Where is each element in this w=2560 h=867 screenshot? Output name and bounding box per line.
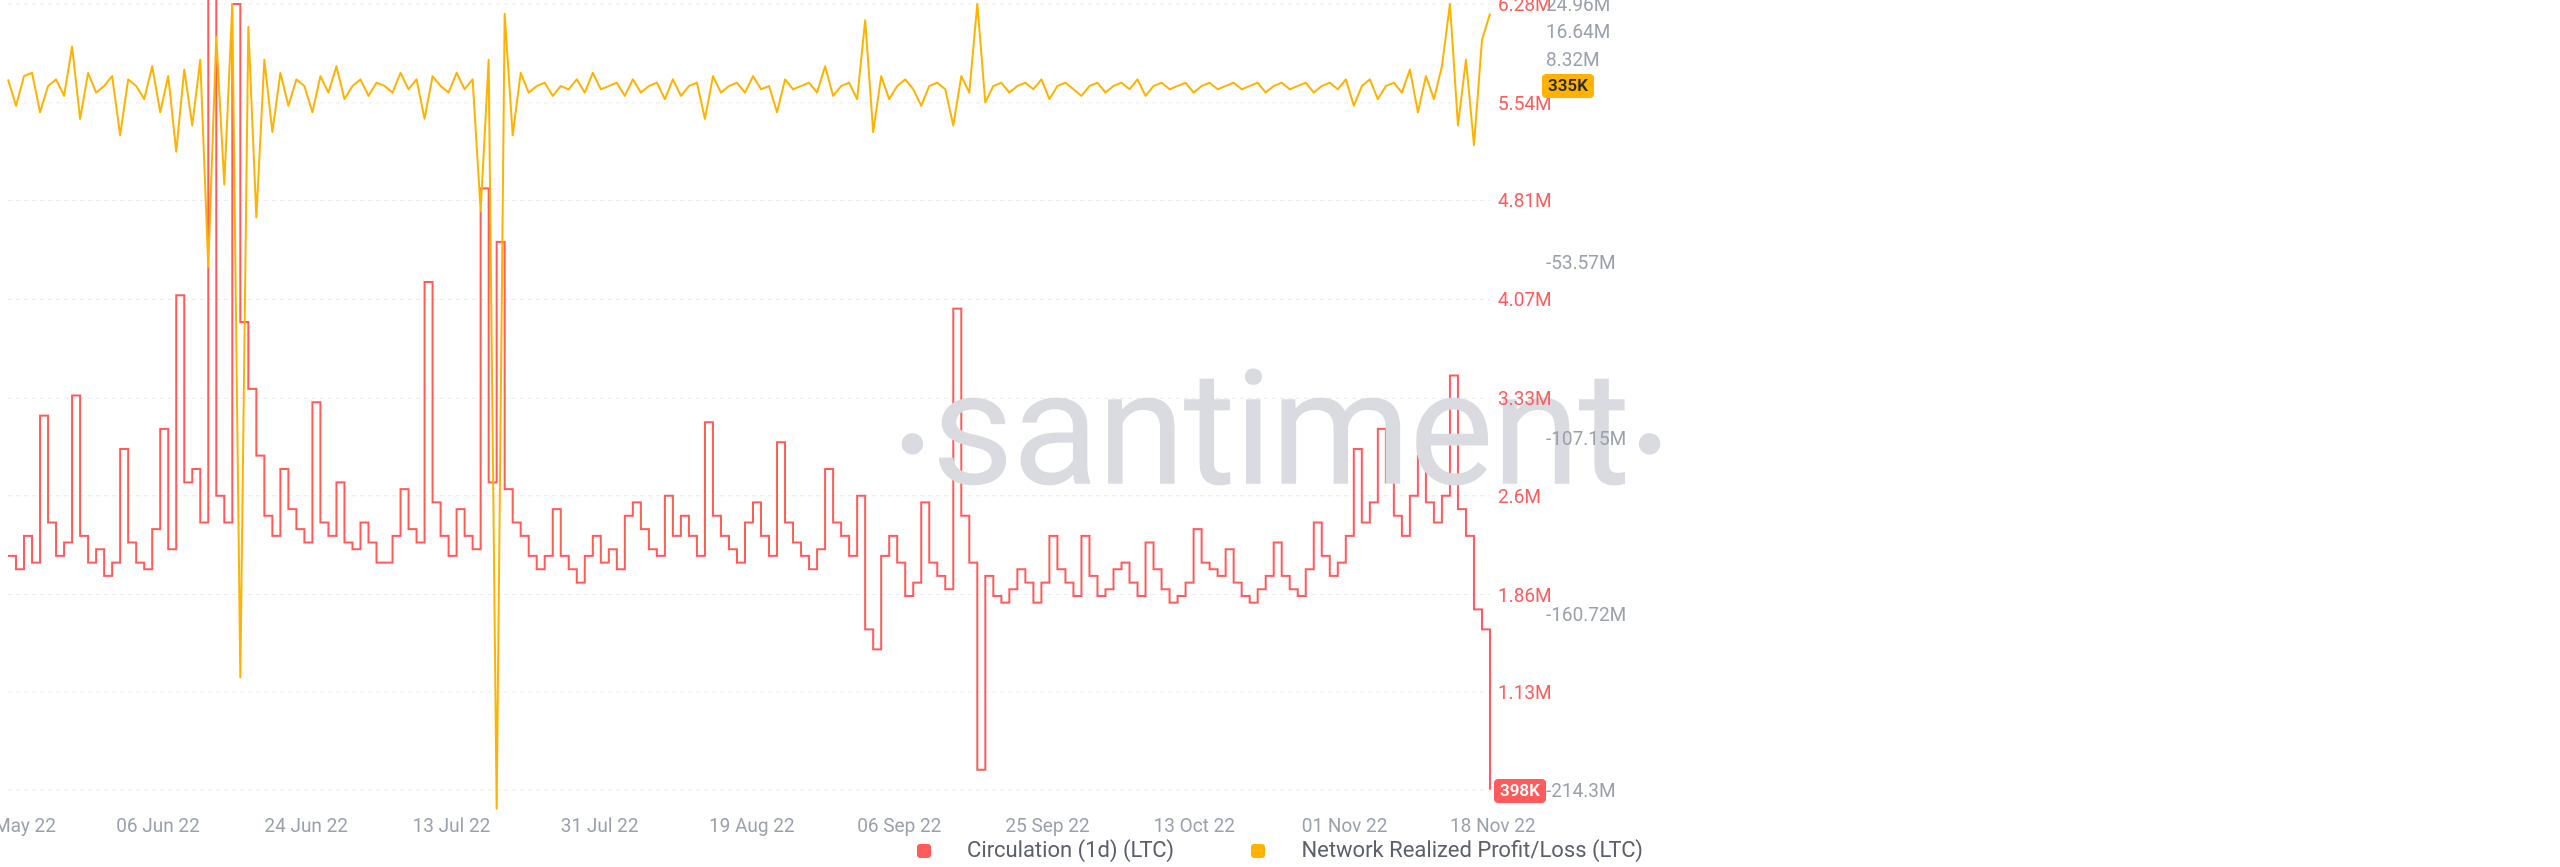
axis-tick-label: 24 Jun 22 (264, 814, 348, 837)
legend-swatch-1 (917, 844, 931, 858)
axis-tick-label: 6.28M (1498, 0, 1552, 16)
axis-tick-label: 06 Jun 22 (116, 814, 200, 837)
chart-svg (0, 0, 2560, 867)
legend-item-2: Network Realized Profit/Loss (LTC) (1233, 838, 1661, 863)
axis-tick-label: 18 Nov 22 (1450, 814, 1536, 837)
legend-label-1: Circulation (1d) (LTC) (967, 838, 1174, 863)
axis-tick-label: 06 Sep 22 (857, 814, 941, 837)
axis-tick-label: -53.57M (1546, 251, 1616, 274)
legend-label-2: Network Realized Profit/Loss (LTC) (1301, 838, 1643, 863)
axis-tick-label: 13 Jul 22 (413, 814, 491, 837)
axis-tick-label: -160.72M (1546, 603, 1626, 626)
axis-tick-label: 8.32M (1546, 48, 1600, 71)
axis-tick-label: 31 Jul 22 (561, 814, 639, 837)
axis-tick-label: 4.07M (1498, 288, 1552, 311)
axis-tick-label: 24.96M (1546, 0, 1610, 16)
axis-tick-label: 13 Oct 22 (1154, 814, 1235, 837)
axis-tick-label: 1.13M (1498, 681, 1552, 704)
axis-tick-label: 4.81M (1498, 189, 1552, 212)
legend-item-1: Circulation (1d) (LTC) (899, 838, 1197, 863)
axis-tick-label: 3.33M (1498, 387, 1552, 410)
chart-container: ●santiment● 18 May 2206 Jun 2224 Jun 221… (0, 0, 2560, 867)
axis-tick-label: -214.3M (1546, 779, 1616, 802)
axis-tick-label: 18 May 22 (0, 814, 56, 837)
axis-current-badge: 398K (1494, 779, 1546, 803)
axis-tick-label: 16.64M (1546, 20, 1610, 43)
legend-swatch-2 (1251, 844, 1265, 858)
axis-tick-label: -107.15M (1546, 427, 1626, 450)
axis-tick-label: 1.86M (1498, 584, 1552, 607)
axis-tick-label: 19 Aug 22 (709, 814, 795, 837)
chart-legend: Circulation (1d) (LTC) Network Realized … (0, 838, 2560, 863)
axis-tick-label: 25 Sep 22 (1005, 814, 1089, 837)
axis-tick-label: 2.6M (1498, 485, 1541, 508)
axis-tick-label: 01 Nov 22 (1302, 814, 1388, 837)
axis-current-badge: 335K (1542, 74, 1594, 98)
